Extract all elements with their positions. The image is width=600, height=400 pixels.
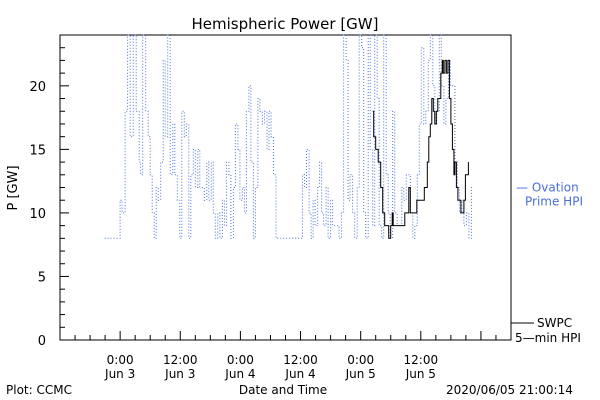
x-tick-date: Jun 4 [284, 367, 315, 381]
x-tick-time: 12:00 [163, 353, 198, 367]
x-tick-date: Jun 4 [224, 367, 255, 381]
chart-title: Hemispheric Power [GW] [192, 15, 379, 33]
series-line-ovation-prime [104, 34, 474, 239]
x-tick-date: Jun 5 [345, 367, 376, 381]
ovation-label-line2: Prime HPI [525, 195, 583, 209]
x-tick-time: 0:00 [107, 353, 134, 367]
series-layer [104, 34, 474, 239]
series-line-swpc [372, 59, 469, 239]
y-tick-label: 20 [29, 80, 46, 95]
plot-credit: Plot: CCMC [6, 383, 72, 397]
x-tick-time: 12:00 [404, 353, 439, 367]
x-tick-date: Jun 3 [164, 367, 195, 381]
x-tick-time: 0:00 [347, 353, 374, 367]
y-tick-label: 15 [29, 143, 46, 158]
y-tick-label: 0 [38, 334, 46, 349]
y-axis-label: P [GW] [6, 165, 21, 210]
x-axis-label: Date and Time [239, 383, 327, 397]
y-tick-label: 10 [29, 207, 46, 222]
x-tick-time: 0:00 [227, 353, 254, 367]
swpc-label-line2: 5—min HPI [515, 331, 581, 345]
plot-timestamp: 2020/06/05 21:00:14 [446, 383, 573, 397]
x-tick-time: 12:00 [283, 353, 318, 367]
x-tick-date: Jun 5 [405, 367, 436, 381]
y-axis: 0 5 10 15 20 [29, 34, 69, 349]
x-tick-date: Jun 3 [104, 367, 135, 381]
ovation-label-line1: — Ovation [516, 181, 579, 195]
plot-frame [59, 34, 512, 341]
y-tick-label: 5 [38, 270, 46, 285]
swpc-label-line1: SWPC [537, 316, 572, 330]
